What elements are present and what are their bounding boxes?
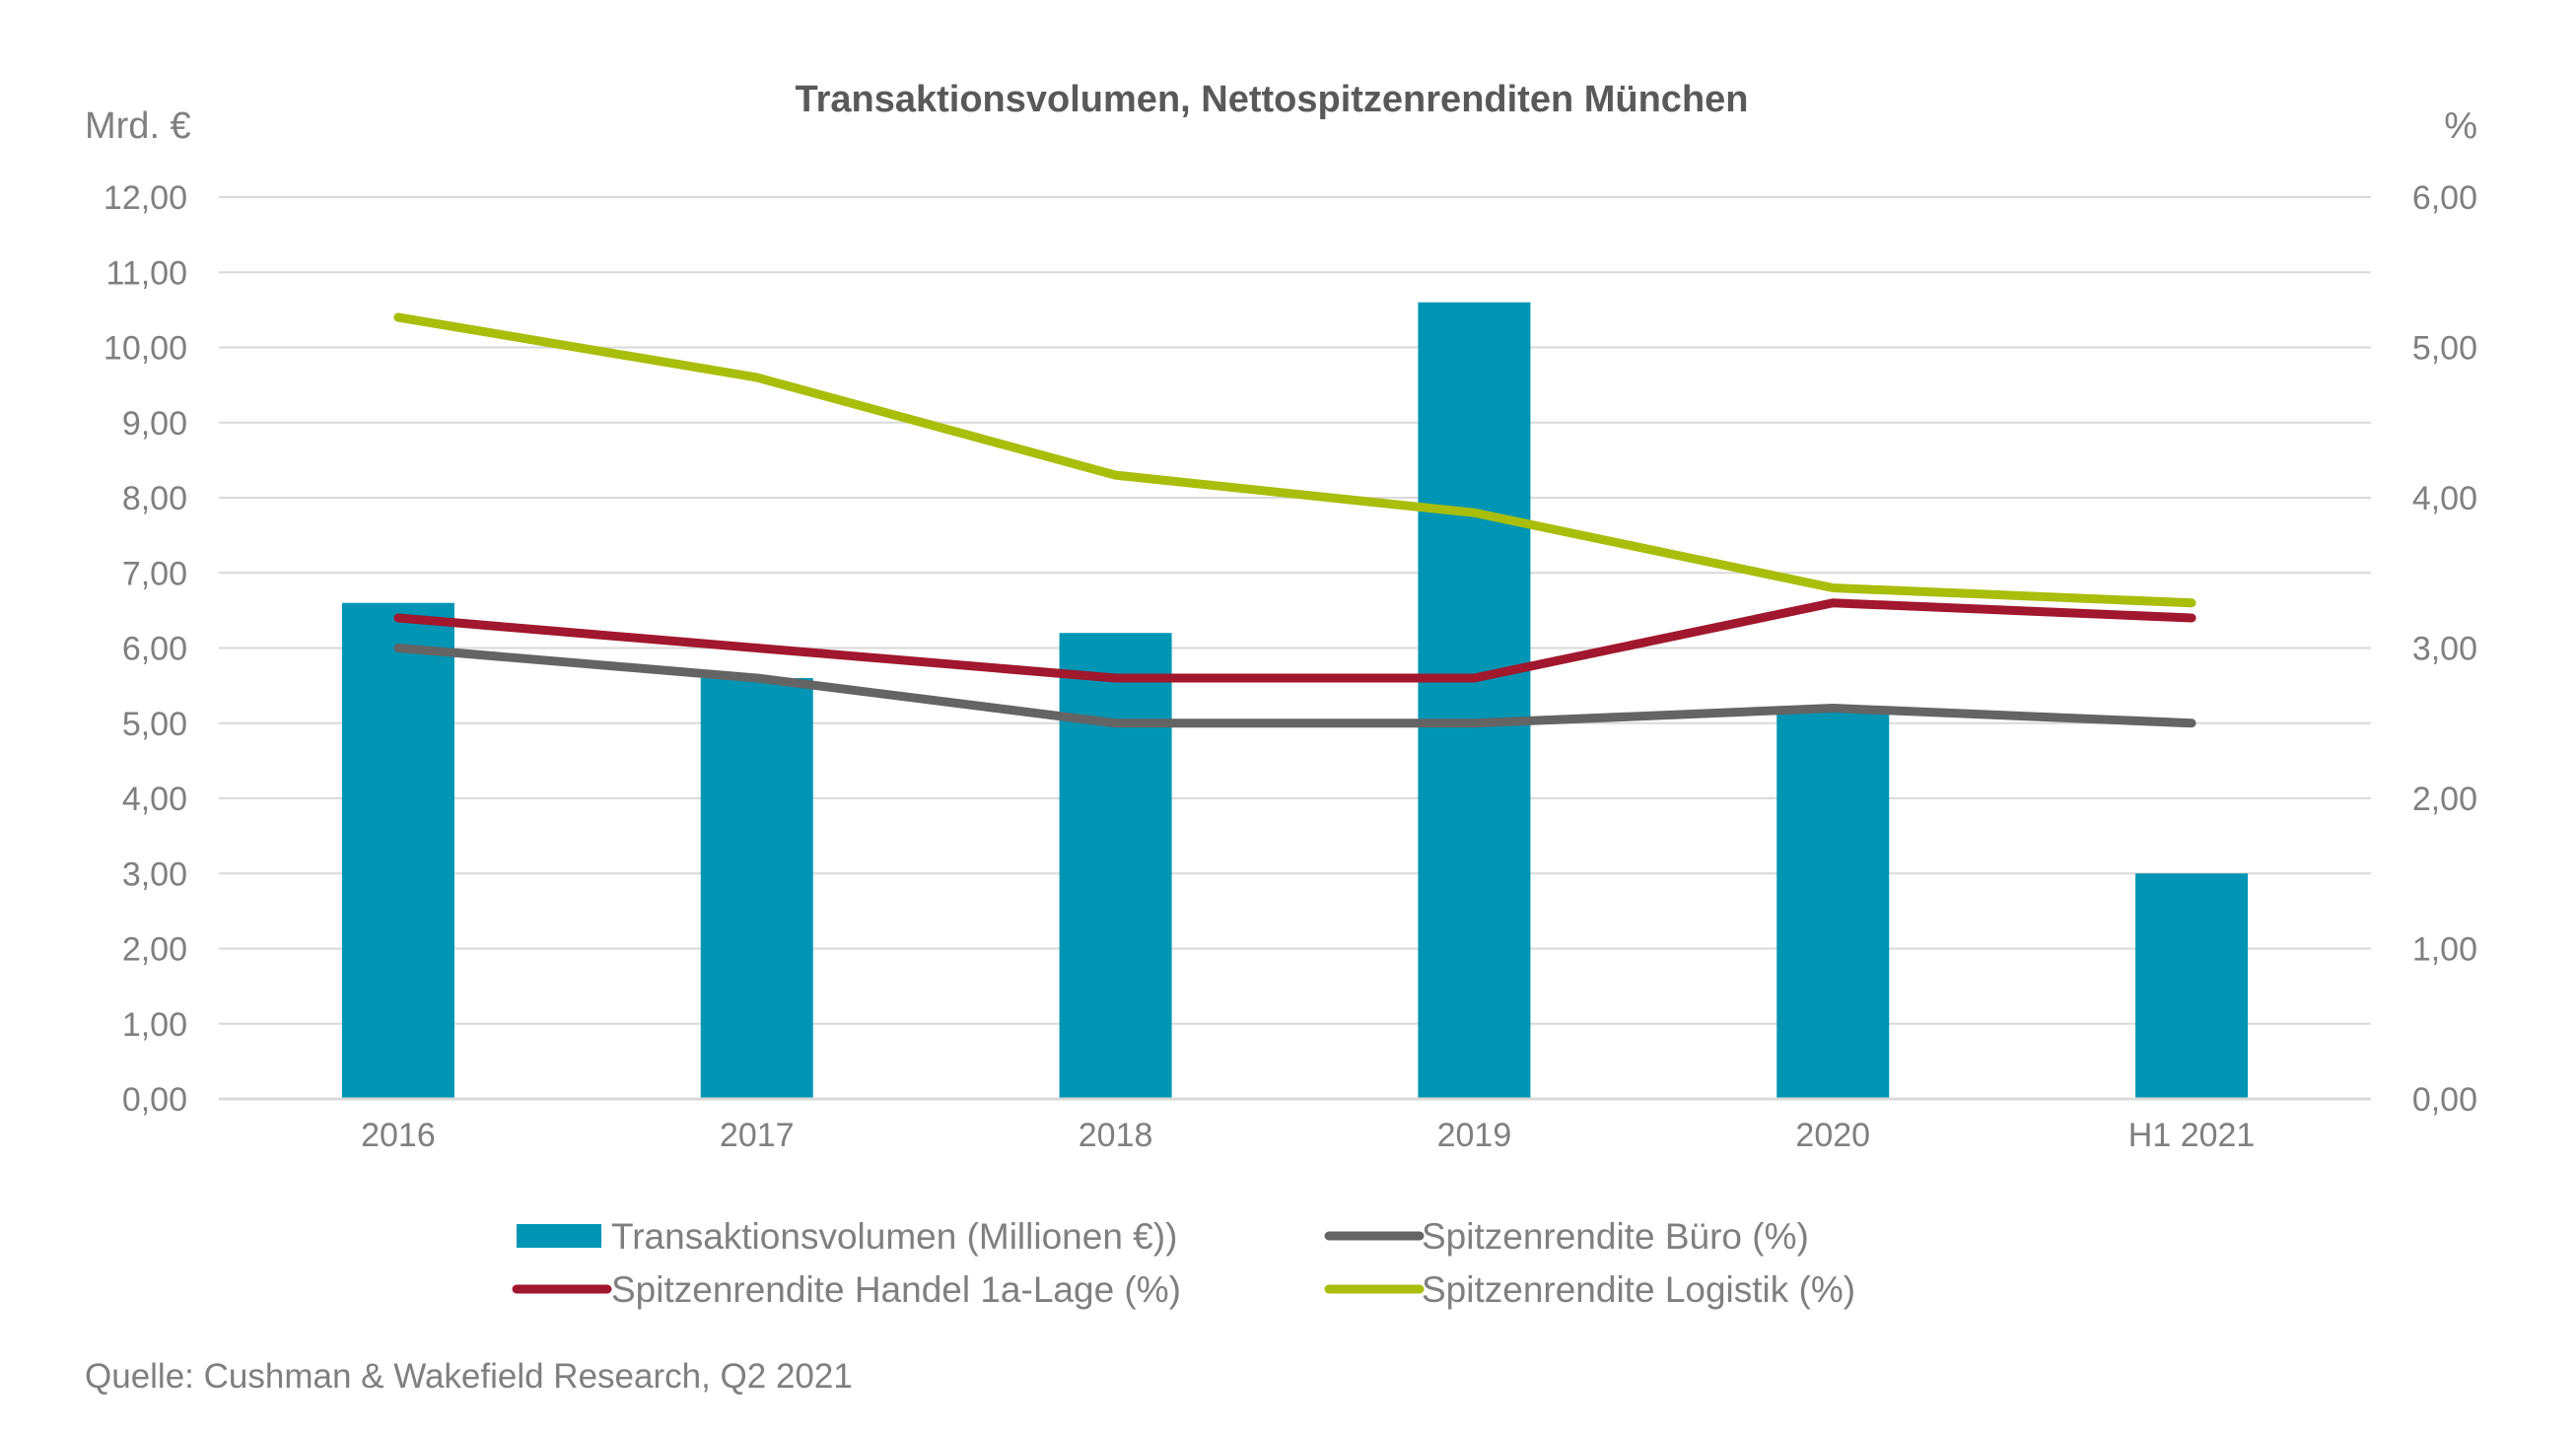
left-axis-ticks: 0,00 1,00 2,00 3,00 4,00 5,00 6,00 7,00 8,00 9,00…	[104, 179, 187, 1119]
y-tick-right: 4,00	[2412, 480, 2477, 517]
legend-item-buero: Spitzenrendite Büro (%)	[1324, 1216, 1809, 1257]
bar-2020	[1776, 708, 1890, 1099]
x-tick: 2019	[1437, 1117, 1512, 1154]
y-tick-left: 2,00	[122, 931, 187, 969]
bar-2019	[1418, 302, 1531, 1099]
y-tick-left: 7,00	[122, 555, 187, 592]
chart-title: Transaktionsvolumen, Nettospitzenrendite…	[795, 79, 1748, 120]
legend: Transaktionsvolumen (Millionen €)) Spitz…	[512, 1216, 1855, 1310]
y-tick-left: 4,00	[122, 781, 187, 818]
y-tick-left: 0,00	[122, 1081, 187, 1119]
bar-2018	[1059, 633, 1172, 1099]
y-tick-left: 5,00	[122, 706, 187, 743]
x-tick: 2018	[1079, 1117, 1153, 1154]
source-note: Quelle: Cushman & Wakefield Research, Q2…	[85, 1357, 853, 1396]
left-axis-unit: Mrd. €	[85, 105, 191, 147]
x-tick: 2020	[1795, 1117, 1870, 1154]
line-handel	[393, 598, 2196, 683]
line-series	[393, 312, 2196, 728]
y-tick-left: 8,00	[122, 480, 187, 517]
y-tick-right: 2,00	[2412, 781, 2477, 818]
y-tick-left: 11,00	[105, 254, 187, 292]
x-tick: 2017	[720, 1117, 795, 1154]
legend-item-logistik: Spitzenrendite Logistik (%)	[1324, 1269, 1855, 1310]
x-axis-ticks: 2016 2017 2018 2019 2020 H1 2021	[361, 1117, 2255, 1154]
legend-item-handel: Spitzenrendite Handel 1a-Lage (%)	[512, 1269, 1181, 1310]
right-axis-ticks: 0,00 1,00 2,00 3,00 4,00 5,00 6,00	[2412, 179, 2477, 1119]
y-tick-left: 10,00	[104, 330, 187, 368]
legend-item-transaktionsvolumen: Transaktionsvolumen (Millionen €))	[517, 1216, 1177, 1257]
right-axis-unit: %	[2444, 105, 2477, 147]
bar-series	[341, 302, 2249, 1099]
line-logistik	[393, 312, 2196, 608]
legend-swatch-transaktionsvolumen	[517, 1224, 601, 1248]
bar-2017	[700, 678, 813, 1099]
y-tick-left: 12,00	[104, 179, 187, 217]
y-tick-right: 3,00	[2412, 631, 2477, 668]
y-tick-left: 3,00	[122, 855, 187, 893]
x-tick: 2016	[361, 1117, 436, 1154]
legend-label-logistik: Spitzenrendite Logistik (%)	[1422, 1269, 1855, 1310]
y-tick-left: 6,00	[122, 631, 187, 668]
bar-h1-2021	[2135, 873, 2249, 1099]
y-tick-right: 6,00	[2412, 179, 2477, 217]
y-tick-left: 9,00	[122, 405, 187, 443]
legend-label-buero: Spitzenrendite Büro (%)	[1422, 1216, 1809, 1257]
legend-label-handel: Spitzenrendite Handel 1a-Lage (%)	[611, 1269, 1181, 1310]
line-buero	[393, 644, 2196, 728]
y-tick-right: 1,00	[2412, 931, 2477, 969]
y-tick-left: 1,00	[122, 1006, 187, 1044]
y-tick-right: 5,00	[2412, 330, 2477, 368]
legend-label-transaktionsvolumen: Transaktionsvolumen (Millionen €))	[611, 1216, 1177, 1257]
bar-2016	[341, 602, 454, 1099]
x-tick: H1 2021	[2128, 1117, 2256, 1154]
y-tick-right: 0,00	[2412, 1081, 2477, 1119]
